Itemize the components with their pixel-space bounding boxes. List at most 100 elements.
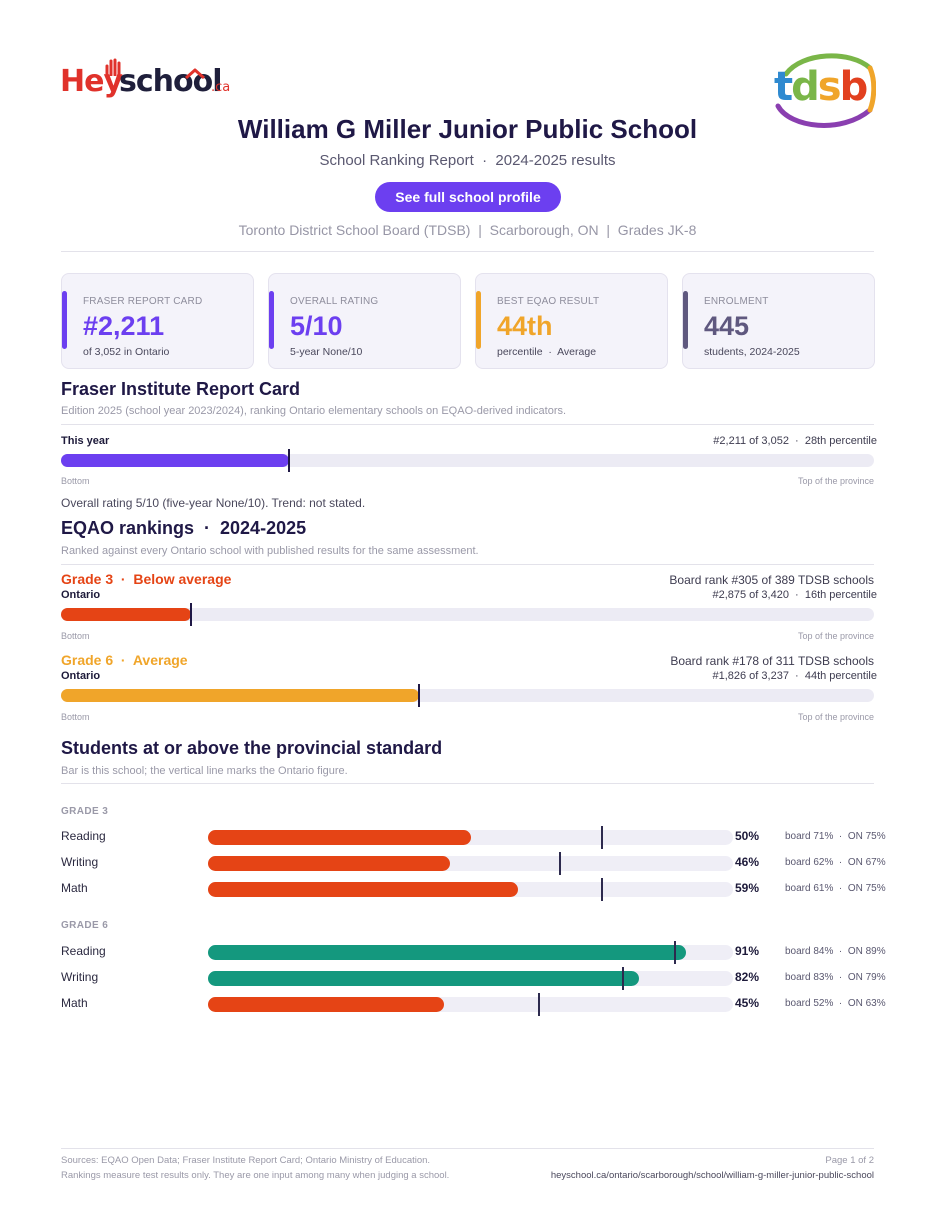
eqao-grade3-scope: Ontario <box>61 589 101 601</box>
subject-label: Reading <box>61 829 106 843</box>
card-label: ENROLMENT <box>704 296 769 307</box>
card-fraser-rank: FRASER REPORT CARD #2,211 of 3,052 in On… <box>61 273 254 369</box>
comparison-values: board 83% · ON 79% <box>785 972 886 983</box>
divider <box>61 424 874 425</box>
fraser-bar-marker <box>287 449 290 472</box>
axis-top-label: Top of the province <box>797 712 874 722</box>
card-value: 445 <box>704 311 750 341</box>
school-value-bar <box>208 997 445 1012</box>
fraser-summary: Overall rating 5/10 (five-year None/10).… <box>61 496 366 510</box>
standard-bar <box>208 993 733 1016</box>
subject-label: Reading <box>61 944 106 958</box>
school-value-bar <box>208 971 639 986</box>
ontario-marker <box>558 852 561 875</box>
school-percent: 50% <box>734 829 759 843</box>
eqao-grade3-board-rank: Board rank #305 of 389 TDSB schools <box>669 573 874 587</box>
footer-divider <box>61 1148 874 1149</box>
school-value-bar <box>208 945 686 960</box>
logo-school-text: school <box>119 64 223 99</box>
grade-caption: GRADE 6 <box>61 920 109 931</box>
card-accent <box>62 291 67 349</box>
card-overall-rating: OVERALL RATING 5/10 5-year None/10 <box>268 273 461 369</box>
divider <box>61 783 874 784</box>
logo-ca-text: .ca <box>211 80 231 95</box>
eqao-note: Ranked against every Ontario school with… <box>61 545 479 557</box>
eqao-grade3-bar <box>61 603 874 626</box>
ontario-marker <box>600 878 603 901</box>
card-value: 44th <box>497 311 553 341</box>
axis-bottom-label: Bottom <box>61 631 90 641</box>
ontario-marker <box>537 993 540 1016</box>
report-subtitle: School Ranking Report · 2024-2025 result… <box>319 152 616 169</box>
subject-label: Math <box>61 996 88 1010</box>
axis-top-label: Top of the province <box>797 631 874 641</box>
full-profile-button[interactable]: See full school profile <box>375 182 561 212</box>
card-accent <box>476 291 481 349</box>
divider <box>61 251 874 252</box>
page-title: William G Miller Junior Public School <box>237 114 698 144</box>
card-best-eqao: BEST EQAO RESULT 44th percentile · Avera… <box>475 273 668 369</box>
standard-bar <box>208 878 733 901</box>
card-accent <box>683 291 688 349</box>
fraser-note: Edition 2025 (school year 2023/2024), ra… <box>61 405 567 417</box>
fraser-heading: Fraser Institute Report Card <box>61 379 301 399</box>
comparison-values: board 61% · ON 75% <box>785 883 886 894</box>
card-sub: students, 2024-2025 <box>704 346 800 358</box>
standards-heading: Students at or above the provincial stan… <box>61 738 443 758</box>
card-label: OVERALL RATING <box>290 296 379 307</box>
comparison-values: board 52% · ON 63% <box>785 998 886 1009</box>
comparison-values: board 71% · ON 75% <box>785 831 886 842</box>
footer-sources: Sources: EQAO Open Data; Fraser Institut… <box>61 1155 431 1166</box>
card-sub: percentile · Average <box>497 346 597 358</box>
eqao-grade3-bar-marker <box>190 603 193 626</box>
standard-bar <box>208 967 733 990</box>
schoolhouse-icon <box>185 68 205 80</box>
eqao-grade6-bar-fill <box>61 689 419 702</box>
eqao-grade6-bar <box>61 684 874 707</box>
school-percent: 82% <box>734 970 759 984</box>
eqao-grade3-bar-fill <box>61 608 192 621</box>
card-enrolment: ENROLMENT 445 students, 2024-2025 <box>682 273 875 369</box>
school-percent: 59% <box>734 881 759 895</box>
card-label: FRASER REPORT CARD <box>83 296 203 307</box>
eqao-grade6-title: Grade 6 · Average <box>61 652 188 668</box>
standard-bar <box>208 852 733 875</box>
eqao-grade3-title: Grade 3 · Below average <box>61 571 232 587</box>
axis-bottom-label: Bottom <box>61 712 90 722</box>
footer-disclaimer: Rankings measure test results only. They… <box>61 1170 450 1181</box>
school-value-bar <box>208 882 518 897</box>
raised-hand-icon <box>105 58 121 76</box>
card-sub: 5-year None/10 <box>290 346 363 358</box>
logo-hey-text: Hey <box>60 64 123 99</box>
comparison-values: board 62% · ON 67% <box>785 857 886 868</box>
grade-caption: GRADE 3 <box>61 806 109 817</box>
ontario-marker <box>621 967 624 990</box>
standard-bar <box>208 941 733 964</box>
fraser-row-label: This year <box>61 435 110 447</box>
eqao-grade6-ontario-rank: #1,826 of 3,237 · 44th percentile <box>712 670 877 682</box>
heyschool-logo: Hey school .ca <box>60 58 231 104</box>
fraser-percentile-bar <box>61 449 874 472</box>
subject-label: Writing <box>61 970 99 984</box>
school-meta: Toronto District School Board (TDSB) | S… <box>238 222 697 238</box>
subject-label: Math <box>61 881 88 895</box>
fraser-row-rank: #2,211 of 3,052 · 28th percentile <box>713 435 877 447</box>
school-percent: 46% <box>734 855 759 869</box>
ontario-marker <box>600 826 603 849</box>
card-value: 5/10 <box>290 311 343 341</box>
card-value: #2,211 <box>83 311 165 341</box>
footer-page-number: Page 1 of 2 <box>825 1155 874 1166</box>
footer-url[interactable]: heyschool.ca/ontario/scarborough/school/… <box>550 1170 874 1181</box>
ontario-marker <box>674 941 677 964</box>
axis-bottom-label: Bottom <box>61 476 90 486</box>
fraser-bar-fill <box>61 454 289 467</box>
eqao-grade6-scope: Ontario <box>61 670 101 682</box>
eqao-heading: EQAO rankings · 2024-2025 <box>61 518 307 538</box>
school-value-bar <box>208 830 471 845</box>
eqao-grade6-board-rank: Board rank #178 of 311 TDSB schools <box>670 654 874 668</box>
card-label: BEST EQAO RESULT <box>497 296 600 307</box>
comparison-values: board 84% · ON 89% <box>785 946 886 957</box>
school-percent: 45% <box>734 996 759 1010</box>
standard-bar <box>208 826 733 849</box>
eqao-grade6-bar-marker <box>417 684 420 707</box>
